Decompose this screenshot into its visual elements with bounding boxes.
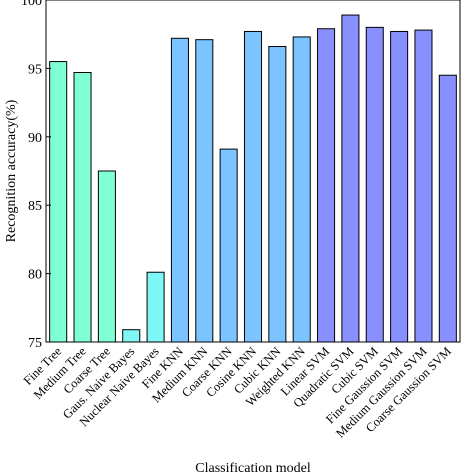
bar-12: [317, 28, 336, 343]
bar-4: [122, 329, 141, 343]
plot-frame: [45, 0, 461, 343]
bar-5: [146, 271, 165, 343]
bar-16: [414, 29, 433, 343]
y-tick-label: 90: [28, 131, 42, 146]
bar-6: [170, 37, 189, 343]
y-tick-label: 95: [28, 62, 42, 77]
bar-10: [268, 46, 287, 343]
bar-14: [365, 26, 384, 343]
y-axis-label: Recognition accuracy(%): [4, 99, 19, 242]
bar-13: [341, 14, 360, 343]
bar-1: [49, 61, 68, 343]
x-axis-label: Classification model: [195, 461, 311, 474]
y-tick-label: 85: [28, 199, 42, 214]
bar-11: [292, 36, 311, 343]
bar-17: [438, 74, 457, 343]
y-tick-label: 75: [28, 336, 42, 351]
bar-15: [390, 30, 409, 343]
bar-3: [97, 170, 116, 343]
bar-8: [219, 148, 238, 343]
bar-9: [243, 30, 263, 343]
y-tick-label: 80: [28, 268, 42, 283]
bar-7: [195, 39, 214, 343]
bars-group: [49, 14, 457, 343]
bar-2: [73, 72, 92, 343]
y-tick-label: 100: [21, 0, 42, 9]
y-axis-ticks: 75 80 85 90 95 100: [21, 0, 51, 351]
